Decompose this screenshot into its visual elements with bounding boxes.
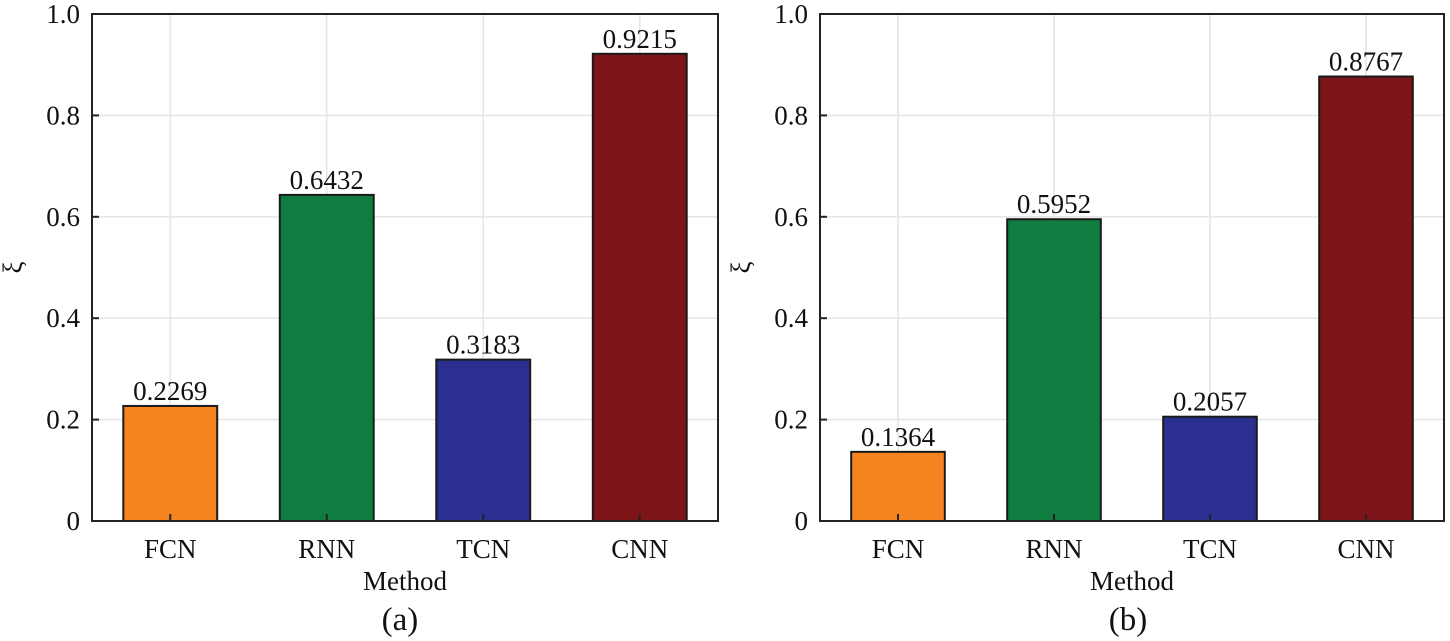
y-tick-label: 0.6 — [46, 202, 80, 232]
y-tick-label: 0.8 — [46, 100, 80, 130]
y-tick-label: 0.4 — [46, 303, 80, 333]
y-tick-label: 0.8 — [774, 100, 808, 130]
x-tick-label-tcn: TCN — [456, 534, 510, 564]
chart-panel-b: 0.1364 0.5952 0.2057 0.8767 0 0.2 0.4 0.6 0.8 1.0… — [726, 0, 1445, 638]
bar-value-label-cnn: 0.9215 — [603, 24, 677, 54]
x-tick-label-rnn: RNN — [298, 534, 355, 564]
x-tick-label-fcn: FCN — [872, 534, 925, 564]
y-tick-label: 1.0 — [46, 0, 80, 29]
bar-value-label-tcn: 0.2057 — [1173, 387, 1247, 417]
y-tick-label: 0 — [67, 506, 81, 536]
x-tick-label-cnn: CNN — [1337, 534, 1394, 564]
y-axis-label: ξ — [726, 261, 756, 273]
plot-frame — [91, 13, 719, 522]
y-tick-label: 0.2 — [774, 405, 808, 435]
x-tick-label-rnn: RNN — [1025, 534, 1082, 564]
bar-value-label-rnn: 0.6432 — [290, 165, 364, 195]
x-axis-label: Method — [1090, 566, 1174, 596]
bar-rnn — [278, 193, 375, 522]
y-tick-label: 0 — [795, 506, 809, 536]
y-axis-label: ξ — [0, 261, 28, 273]
y-tick-label: 0.4 — [774, 303, 808, 333]
bar-rnn — [1006, 218, 1102, 522]
bar-value-label-fcn: 0.2269 — [133, 376, 207, 406]
x-tick-label-cnn: CNN — [611, 534, 668, 564]
y-tick-label: 0.2 — [46, 405, 80, 435]
plot-frame — [819, 13, 1445, 522]
y-tick-label: 1.0 — [774, 0, 808, 29]
bar-tcn — [1162, 415, 1258, 523]
bar-value-label-tcn: 0.3183 — [446, 330, 520, 360]
bar-fcn — [850, 450, 946, 523]
x-tick-label-tcn: TCN — [1183, 534, 1237, 564]
x-tick-label-fcn: FCN — [144, 534, 197, 564]
bar-tcn — [435, 358, 532, 522]
panel-label: (a) — [382, 602, 419, 638]
bar-cnn — [1318, 75, 1414, 523]
bar-value-label-rnn: 0.5952 — [1017, 189, 1091, 219]
bar-value-label-cnn: 0.8767 — [1329, 47, 1403, 77]
chart-panel-a: 0.2269 0.6432 0.3183 0.9215 0 0.2 0.4 0.6 0.8 1.0… — [0, 0, 719, 638]
x-axis-label: Method — [363, 566, 447, 596]
bar-value-label-fcn: 0.1364 — [861, 422, 936, 452]
panel-label: (b) — [1109, 602, 1147, 638]
bar-cnn — [591, 52, 688, 522]
bar-fcn — [122, 404, 219, 522]
y-tick-label: 0.6 — [774, 202, 808, 232]
